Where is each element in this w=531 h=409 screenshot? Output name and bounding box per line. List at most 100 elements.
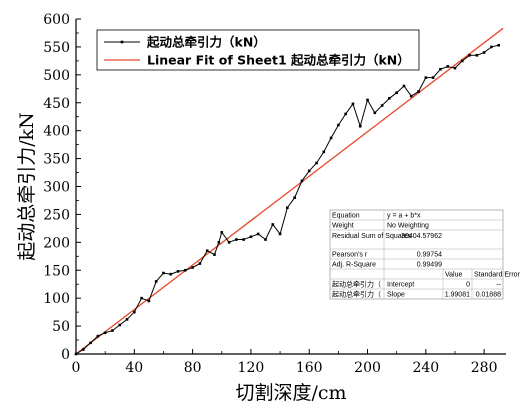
data-point bbox=[380, 104, 384, 107]
stats-cell: Weight bbox=[332, 223, 354, 230]
data-point bbox=[300, 179, 304, 183]
stats-cell: 起动总牵引力（ bbox=[332, 290, 381, 299]
legend-label-fit: Linear Fit of Sheet1 起动总牵引力（kN） bbox=[147, 53, 410, 68]
stats-cell: Equation bbox=[332, 213, 360, 220]
data-point bbox=[439, 67, 442, 71]
data-point bbox=[453, 66, 457, 70]
x-tick-label: 40 bbox=[125, 360, 143, 376]
stats-cell: 0.99754 bbox=[417, 252, 442, 259]
data-point bbox=[235, 238, 238, 241]
data-point bbox=[482, 51, 486, 54]
data-point bbox=[264, 238, 267, 241]
y-tick-label: 550 bbox=[43, 40, 70, 56]
data-point bbox=[227, 241, 231, 244]
data-point bbox=[271, 223, 275, 226]
stats-table bbox=[329, 209, 504, 300]
y-tick-label: 250 bbox=[43, 207, 70, 223]
data-point bbox=[402, 84, 406, 88]
data-point bbox=[125, 318, 129, 321]
stats-cell: 0 bbox=[466, 282, 470, 289]
data-point bbox=[191, 266, 194, 269]
data-point bbox=[256, 232, 260, 236]
x-tick-label: 200 bbox=[354, 360, 381, 376]
stats-cell: Standard Error bbox=[474, 272, 521, 279]
y-tick-label: 450 bbox=[43, 96, 70, 112]
data-point bbox=[329, 136, 333, 140]
y-tick-label: 300 bbox=[43, 180, 70, 196]
y-tick-label: 400 bbox=[43, 124, 70, 140]
x-tick-label: 280 bbox=[471, 360, 498, 376]
y-tick-label: 0 bbox=[61, 347, 70, 363]
legend-label-data: 起动总牵引力（kN） bbox=[146, 35, 266, 50]
y-tick-label: 350 bbox=[43, 152, 70, 168]
data-point bbox=[424, 76, 428, 79]
data-point bbox=[315, 161, 318, 165]
series-line bbox=[75, 44, 499, 355]
data-point bbox=[118, 323, 122, 327]
data-point bbox=[373, 111, 377, 115]
data-point bbox=[490, 45, 493, 49]
data-point bbox=[103, 331, 107, 335]
stats-cell: -- bbox=[496, 282, 501, 289]
stats-cell: Residual Sum of Squares bbox=[332, 233, 412, 240]
y-tick-label: 200 bbox=[43, 235, 70, 251]
data-point bbox=[220, 230, 224, 234]
data-point bbox=[140, 296, 143, 300]
data-point bbox=[337, 123, 340, 127]
x-tick-label: 240 bbox=[412, 360, 439, 376]
data-point bbox=[286, 206, 289, 210]
data-point bbox=[460, 59, 464, 63]
x-tick-label: 80 bbox=[184, 360, 202, 376]
stats-cell: Intercept bbox=[387, 282, 414, 289]
data-point bbox=[278, 232, 282, 236]
data-point bbox=[162, 271, 165, 275]
data-point bbox=[475, 53, 479, 57]
stats-cell: Adj. R-Square bbox=[332, 262, 376, 269]
data-point bbox=[417, 90, 420, 93]
data-point bbox=[322, 150, 326, 154]
data-point bbox=[351, 102, 355, 106]
stats-cell: Pearson's r bbox=[332, 252, 368, 259]
data-point bbox=[147, 299, 151, 303]
data-point bbox=[388, 96, 391, 100]
data-point bbox=[358, 124, 362, 128]
stats-cell: 30404.57962 bbox=[401, 233, 442, 240]
data-point bbox=[213, 253, 216, 256]
x-tick-label: 0 bbox=[72, 360, 81, 376]
data-point bbox=[81, 348, 85, 351]
data-point bbox=[198, 262, 202, 265]
stats-cell: Slope bbox=[387, 292, 405, 299]
data-point bbox=[293, 196, 296, 199]
x-tick-label: 160 bbox=[296, 360, 323, 376]
data-point bbox=[307, 169, 311, 173]
data-point bbox=[205, 249, 209, 253]
y-tick-label: 100 bbox=[43, 291, 70, 307]
data-point bbox=[111, 329, 114, 332]
legend-box bbox=[96, 29, 420, 71]
stats-cell: 1.99081 bbox=[445, 292, 470, 299]
data-point bbox=[184, 268, 187, 272]
stats-cell: y = a + b*x bbox=[387, 213, 421, 220]
data-point bbox=[409, 94, 413, 98]
x-axis-title: 切割深度/cm bbox=[235, 382, 346, 404]
data-point bbox=[176, 270, 180, 273]
y-tick-label: 50 bbox=[52, 319, 70, 335]
data-point bbox=[133, 310, 136, 314]
data-point bbox=[468, 53, 471, 57]
stats-cell: 起动总牵引力（ bbox=[332, 280, 381, 289]
data-point bbox=[169, 272, 173, 276]
data-point bbox=[431, 76, 435, 79]
y-axis-title: 起动总牵引力/kN bbox=[16, 112, 38, 261]
y-tick-label: 150 bbox=[43, 263, 70, 279]
y-tick-label: 500 bbox=[43, 68, 70, 84]
stats-cell: No Weighting bbox=[387, 223, 429, 230]
data-point bbox=[96, 334, 100, 338]
data-point bbox=[249, 235, 253, 239]
stats-cell: 0.99499 bbox=[417, 262, 442, 269]
data-point bbox=[89, 341, 92, 345]
fit-line bbox=[75, 27, 504, 355]
data-point bbox=[217, 241, 221, 244]
data-point bbox=[395, 91, 398, 94]
data-point bbox=[154, 280, 158, 283]
